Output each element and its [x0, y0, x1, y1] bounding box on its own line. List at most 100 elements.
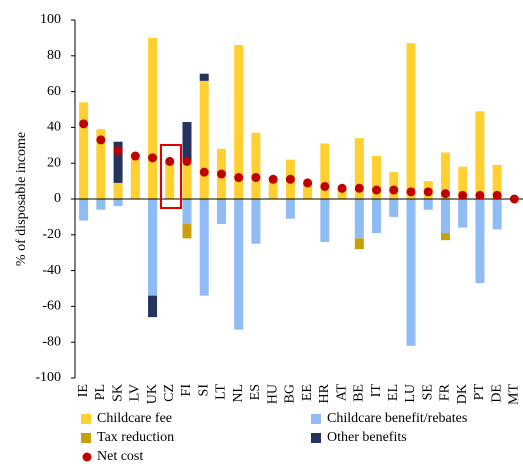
net-cost-dot — [251, 173, 261, 183]
bar-segment — [130, 154, 140, 199]
bar-segment — [148, 199, 158, 296]
net-cost-dot — [337, 183, 347, 193]
legend-swatch — [81, 433, 91, 443]
net-cost-dot — [182, 156, 192, 166]
legend-label: Other benefits — [327, 430, 407, 445]
x-tick-label: NL — [231, 384, 246, 403]
highlight-box — [160, 144, 182, 209]
x-tick-label: SE — [420, 384, 435, 400]
bar-segment — [251, 132, 261, 199]
net-cost-dot — [303, 178, 313, 188]
bar-segment — [96, 129, 106, 199]
x-tick-label: LT — [214, 384, 229, 400]
bar-segment — [234, 199, 244, 330]
bar-segment — [182, 199, 192, 225]
legend-marker — [82, 452, 92, 462]
x-tick-label: PL — [93, 384, 108, 400]
legend-swatch — [311, 414, 321, 424]
bar-segment — [182, 122, 192, 162]
x-tick-label: DE — [489, 384, 504, 403]
x-tick-label: ES — [248, 384, 263, 400]
x-tick-label: LV — [128, 384, 143, 401]
net-cost-dot — [372, 185, 382, 195]
net-cost-dot — [268, 174, 278, 184]
x-tick-label: HR — [317, 383, 332, 403]
bar-segment — [199, 73, 209, 81]
net-cost-dot — [440, 189, 450, 199]
x-tick-label: HU — [265, 384, 280, 404]
net-cost-dot — [216, 169, 226, 179]
y-tick-label: 100 — [40, 12, 61, 27]
net-cost-dot — [458, 190, 468, 200]
y-axis-label: % of disposable income — [14, 132, 29, 266]
net-cost-dot — [148, 153, 158, 163]
net-cost-dot — [423, 187, 433, 197]
y-tick-label: 80 — [47, 48, 61, 63]
x-tick-label: FR — [438, 383, 453, 401]
net-cost-dot — [130, 151, 140, 161]
bar-segment — [406, 43, 416, 199]
bar-segment — [216, 199, 226, 225]
x-tick-label: FI — [179, 384, 194, 397]
y-tick-label: -20 — [42, 227, 61, 242]
bar-segment — [113, 182, 123, 199]
bar-segment — [389, 199, 399, 217]
x-tick-label: AT — [334, 384, 349, 402]
bar-segment — [492, 164, 502, 199]
bar-segment — [165, 161, 175, 199]
x-tick-label: BG — [283, 384, 298, 403]
y-tick-label: 0 — [54, 191, 61, 206]
bar-segment — [354, 199, 364, 239]
bar-segment — [182, 161, 192, 199]
bar-segment — [320, 143, 330, 199]
x-tick-label: EE — [300, 384, 315, 401]
net-cost-dot — [406, 187, 416, 197]
bar-segment — [423, 199, 433, 210]
y-tick-label: -60 — [42, 299, 61, 314]
legend-label: Net cost — [97, 449, 143, 464]
bar-segment — [440, 233, 450, 241]
x-tick-label: UK — [145, 384, 160, 404]
net-cost-dot — [199, 167, 209, 177]
x-tick-label: DK — [455, 384, 470, 404]
bar-segment — [303, 182, 313, 199]
y-tick-label: -80 — [42, 334, 61, 349]
net-cost-dot — [320, 181, 330, 191]
bar-segment — [113, 141, 123, 183]
x-tick-label: EL — [386, 384, 401, 401]
bar-segment — [199, 80, 209, 199]
x-tick-label: BE — [352, 384, 367, 402]
net-cost-dot — [475, 190, 485, 200]
net-cost-dot — [165, 156, 175, 166]
bar-segment — [372, 156, 382, 199]
legend-label: Childcare benefit/rebates — [327, 411, 467, 426]
x-tick-label: MT — [507, 384, 522, 405]
bar-segment — [79, 199, 89, 221]
legend-swatch — [311, 433, 321, 443]
bar-segment — [268, 179, 278, 199]
net-cost-dot — [113, 146, 123, 156]
x-tick-label: IE — [76, 384, 91, 397]
legend-label: Childcare fee — [97, 411, 172, 426]
net-cost-dot — [285, 174, 295, 184]
legend-swatch — [81, 414, 91, 424]
bar-segment — [354, 138, 364, 199]
bar-segment — [113, 199, 123, 207]
bar-segment — [372, 199, 382, 234]
net-cost-dot — [96, 135, 106, 145]
bar-segment — [320, 199, 330, 242]
bar-segment — [285, 199, 295, 219]
x-tick-label: CZ — [162, 384, 177, 402]
bar-segment — [458, 166, 468, 199]
y-tick-label: -100 — [35, 370, 61, 385]
bar-segment — [475, 111, 485, 199]
net-cost-dot — [234, 173, 244, 183]
x-tick-label: LU — [403, 384, 418, 403]
bar-segment — [458, 199, 468, 228]
y-tick-label: 20 — [47, 155, 61, 170]
bar-segment — [234, 45, 244, 200]
bar-segment — [492, 199, 502, 230]
bar-segment — [337, 188, 347, 199]
bar-segment — [354, 238, 364, 250]
bar-segment — [79, 102, 89, 199]
